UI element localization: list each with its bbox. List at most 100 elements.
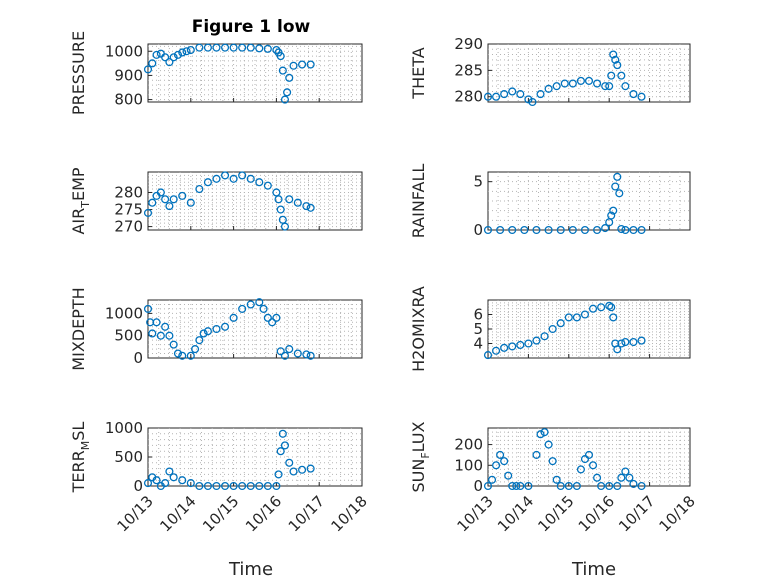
- data-point: [246, 481, 255, 491]
- data-point: [617, 224, 626, 234]
- data-point: [609, 50, 618, 59]
- y-tick-label: 270: [114, 218, 143, 236]
- data-point: [285, 345, 294, 354]
- subplot-h2omixra: 456 H2OMIXRA: [409, 286, 691, 372]
- y-tick-label: 0: [133, 477, 143, 495]
- data-point: [607, 211, 616, 220]
- data-point: [169, 340, 178, 349]
- data-point: [161, 322, 170, 331]
- data-point: [520, 225, 529, 235]
- data-point: [186, 479, 195, 488]
- data-point: [496, 225, 505, 235]
- data-point: [544, 225, 553, 235]
- data-point: [306, 464, 315, 473]
- data-point: [278, 66, 287, 75]
- data-point: [165, 467, 174, 476]
- data-point: [556, 225, 565, 235]
- data-point: [601, 82, 610, 91]
- data-point: [621, 82, 630, 91]
- data-point: [148, 329, 157, 338]
- data-point: [524, 481, 533, 491]
- data-point: [609, 313, 618, 322]
- data-point: [280, 95, 290, 104]
- data-point: [611, 55, 620, 64]
- y-tick-label: 0: [473, 477, 483, 495]
- data-point: [568, 225, 577, 235]
- data-point: [178, 351, 187, 360]
- data-point: [178, 191, 187, 200]
- data-point: [259, 304, 268, 313]
- data-point: [169, 53, 178, 62]
- data-point: [263, 44, 272, 53]
- data-point: [625, 473, 634, 482]
- data-point: [173, 349, 183, 358]
- data-point: [220, 481, 230, 491]
- data-point: [637, 225, 646, 235]
- y-tick-label: 280: [114, 183, 143, 201]
- data-point: [276, 52, 285, 61]
- data-point: [263, 313, 272, 322]
- data-point: [492, 461, 501, 470]
- data-point: [508, 342, 517, 351]
- data-point: [496, 450, 505, 459]
- data-point: [280, 351, 290, 360]
- x-axis-label-right: Time: [571, 559, 616, 580]
- data-point: [588, 304, 598, 313]
- data-point: [516, 481, 525, 491]
- data-point: [293, 198, 302, 207]
- data-point: [637, 481, 646, 491]
- data-point: [229, 174, 238, 183]
- data-point: [276, 447, 285, 456]
- x-tick-label: 10/14: [156, 492, 199, 535]
- data-point: [169, 473, 178, 482]
- data-point: [564, 481, 573, 491]
- data-point: [238, 304, 247, 313]
- data-point: [165, 202, 174, 211]
- data-point: [246, 43, 255, 52]
- data-point: [274, 195, 283, 204]
- data-point: [613, 61, 622, 70]
- data-point: [508, 225, 517, 235]
- data-point: [548, 324, 557, 334]
- data-point: [483, 225, 493, 235]
- subplot-pressure: 800 900 1000 PRESSURE: [69, 31, 363, 115]
- data-point: [229, 481, 238, 491]
- data-point: [483, 92, 493, 101]
- y-tick-label: 900: [114, 66, 143, 84]
- y-tick-label: 1000: [105, 419, 143, 437]
- data-point: [152, 50, 161, 59]
- data-point: [617, 339, 626, 348]
- y-tick-label: 1000: [105, 304, 143, 322]
- data-point: [621, 337, 630, 347]
- data-point: [584, 76, 594, 85]
- data-point: [165, 331, 174, 340]
- y-tick-label: 0: [473, 221, 483, 239]
- data-point: [195, 336, 204, 345]
- data-point: [255, 298, 264, 307]
- data-point: [169, 195, 178, 204]
- data-point: [302, 350, 311, 359]
- data-point: [220, 322, 230, 331]
- data-point: [148, 59, 157, 68]
- data-point: [182, 47, 191, 56]
- data-point: [276, 205, 285, 214]
- data-point: [492, 92, 501, 101]
- data-point: [613, 172, 622, 181]
- subplot-mixdepth: 0 500 1000 MIXDEPTH: [69, 287, 363, 371]
- x-tick-label: 10/15: [534, 492, 577, 535]
- data-point: [552, 475, 561, 484]
- data-point: [178, 476, 187, 485]
- data-point: [195, 43, 204, 52]
- data-point: [161, 479, 170, 488]
- data-point: [487, 475, 497, 484]
- data-point: [607, 71, 616, 80]
- data-point: [143, 304, 153, 313]
- data-point: [617, 71, 626, 80]
- data-point: [212, 481, 221, 491]
- data-point: [572, 313, 581, 322]
- data-point: [278, 429, 287, 438]
- data-point: [229, 43, 238, 52]
- y-axis-label: MIXDEPTH: [69, 287, 88, 370]
